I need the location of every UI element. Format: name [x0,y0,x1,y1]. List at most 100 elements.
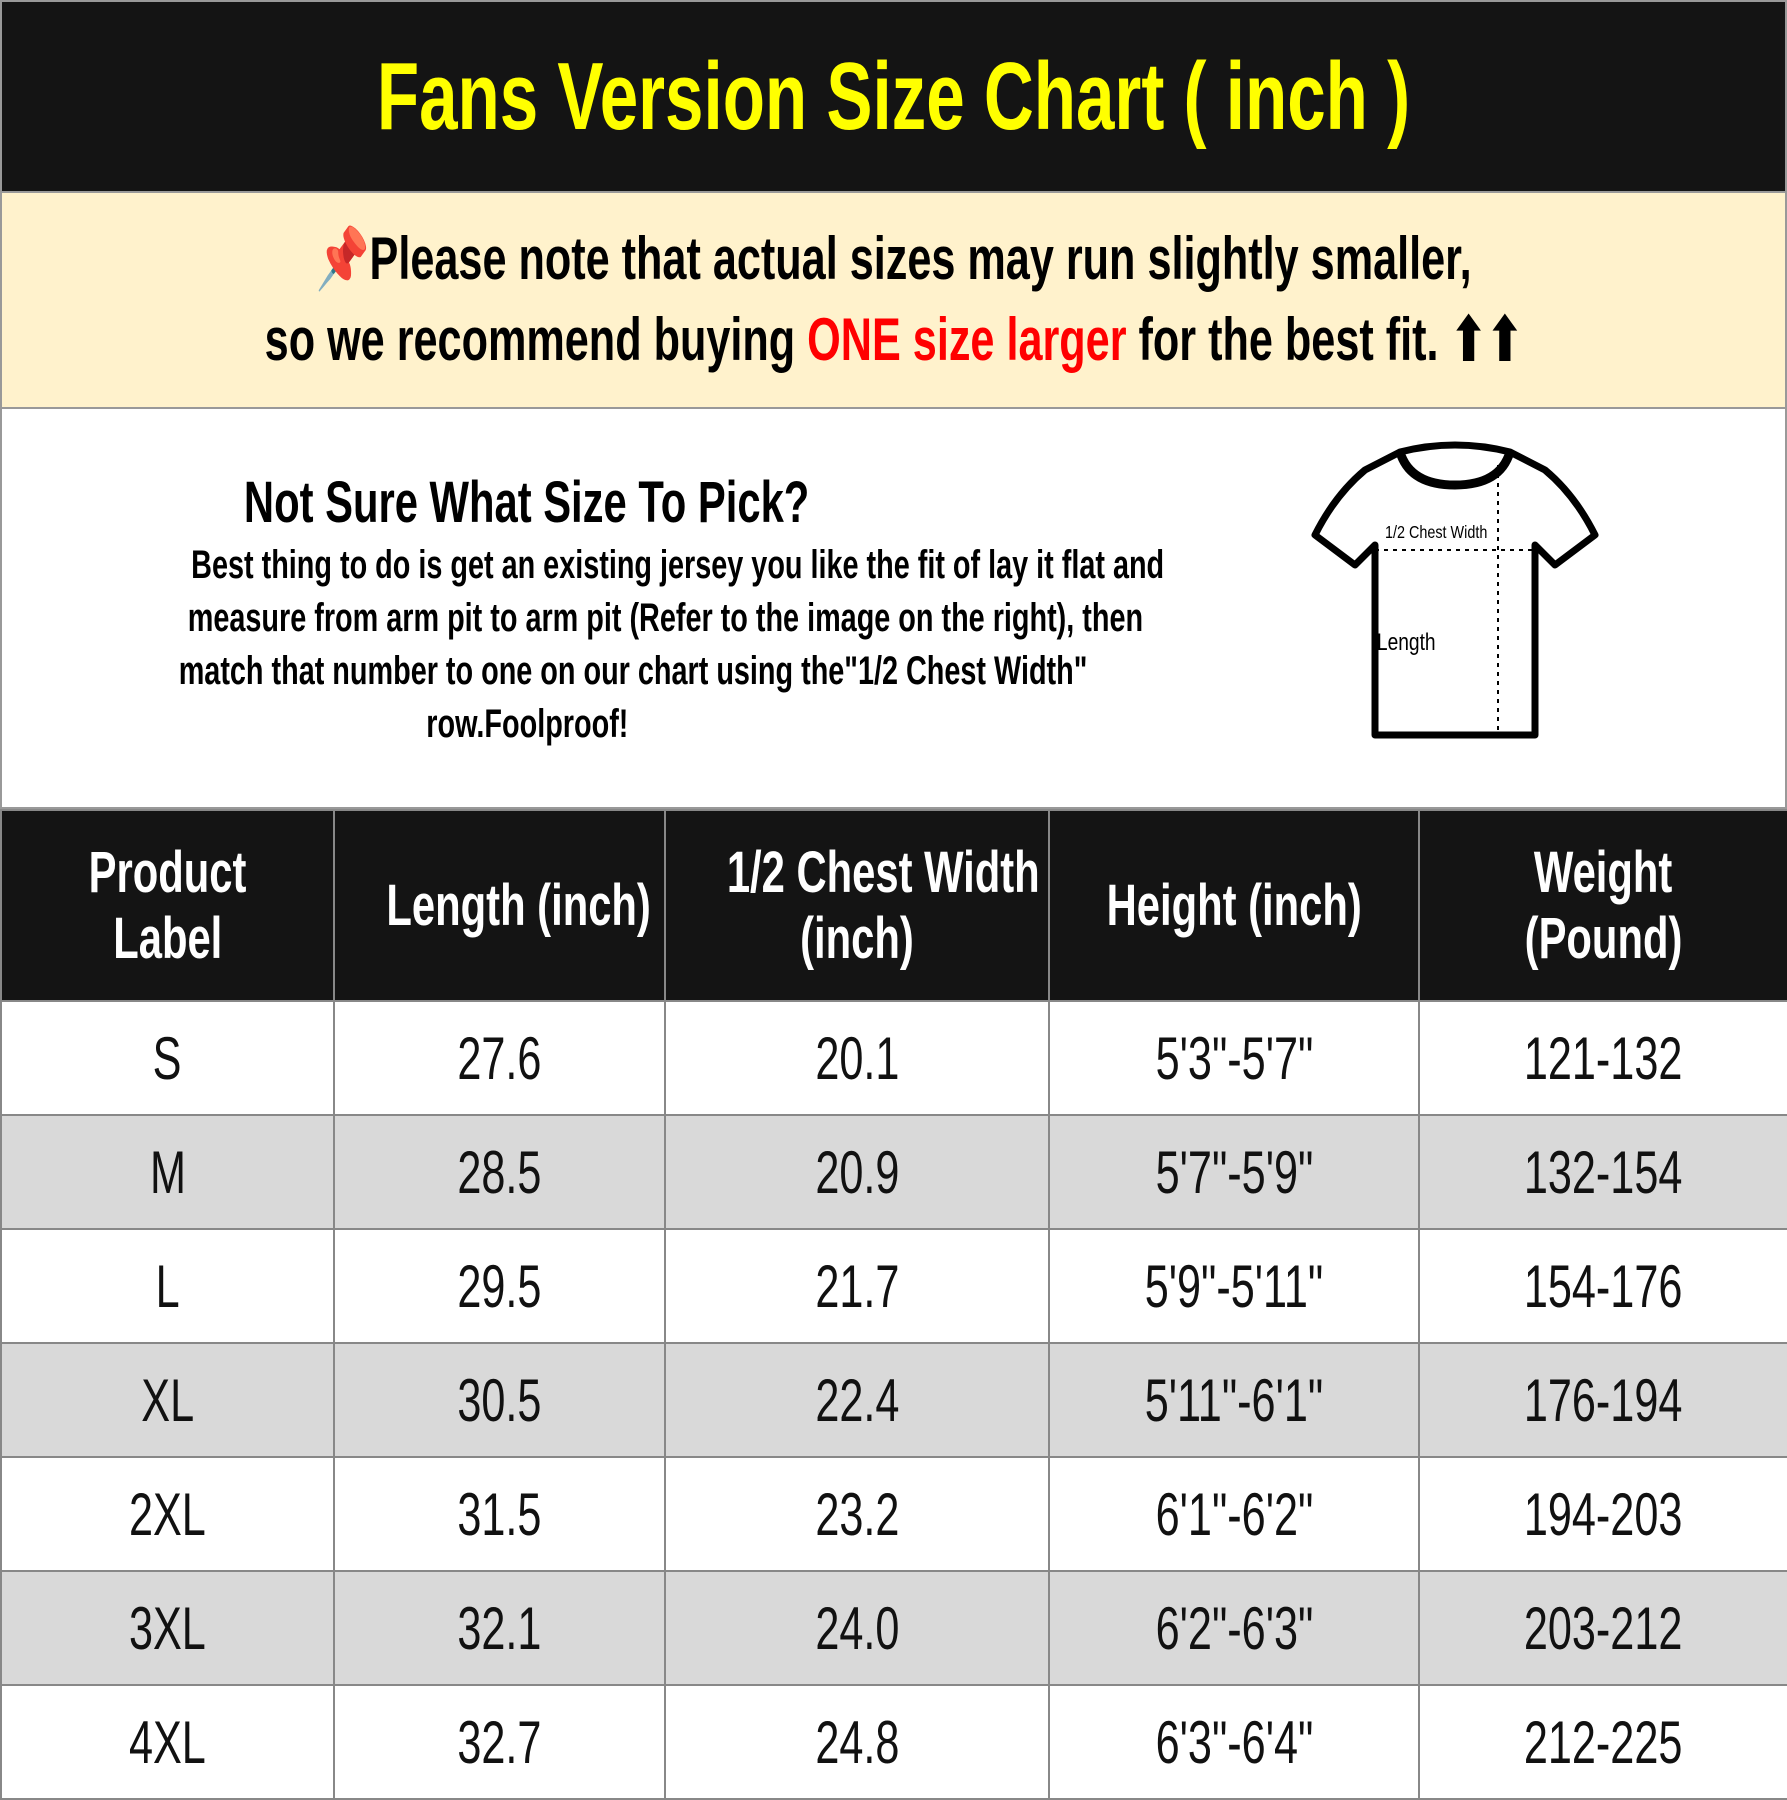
cell-length: 29.5 [333,1228,666,1344]
notice-line-2-pre: so we recommend buying [264,306,807,373]
cell-chest-width: 23.2 [664,1456,1050,1572]
size-table: Product Label Length (inch) 1/2 Chest Width… [0,809,1787,1800]
cell-weight: 194-203 [1418,1456,1787,1572]
table-row: M 28.5 20.9 5'7"-5'9" 132-154 [0,1114,1787,1230]
cell-value: 24.8 [814,1708,900,1776]
cell-value: 32.7 [457,1708,542,1776]
cell-weight: 176-194 [1418,1342,1787,1458]
cell-value: S [153,1024,182,1092]
cell-value: 5'11"-6'1" [1144,1366,1324,1434]
cell-length: 30.5 [333,1342,666,1458]
cell-height: 6'3"-6'4" [1048,1684,1420,1800]
cell-product-label: M [0,1114,335,1230]
cell-value: 203-212 [1524,1594,1683,1662]
cell-length: 32.7 [333,1684,666,1800]
table-row: S 27.6 20.1 5'3"-5'7" 121-132 [0,1000,1787,1116]
cell-height: 5'3"-5'7" [1048,1000,1420,1116]
cell-height: 6'1"-6'2" [1048,1456,1420,1572]
header-text: (inch) [800,905,914,971]
table-row: 3XL 32.1 24.0 6'2"-6'3" 203-212 [0,1570,1787,1686]
cell-chest-width: 20.9 [664,1114,1050,1230]
header-text: Product [88,839,247,905]
cell-value: 31.5 [457,1480,542,1548]
help-line: row.Foolproof! [425,702,629,746]
chest-width-label: 1/2 Chest Width [1385,523,1487,543]
header-text: Height (inch) [1106,872,1362,938]
cell-value: 27.6 [457,1024,542,1092]
cell-chest-width: 24.8 [664,1684,1050,1800]
length-label: Length [1377,628,1436,656]
up-arrows-icon: ⬆⬆ [1450,306,1523,373]
cell-height: 5'7"-5'9" [1048,1114,1420,1230]
cell-chest-width: 22.4 [664,1342,1050,1458]
cell-height: 5'9"-5'11" [1048,1228,1420,1344]
cell-value: 30.5 [457,1366,542,1434]
cell-value: 5'3"-5'7" [1155,1024,1313,1092]
cell-weight: 121-132 [1418,1000,1787,1116]
header-height: Height (inch) [1048,809,1420,1002]
table-row: L 29.5 21.7 5'9"-5'11" 154-176 [0,1228,1787,1344]
cell-product-label: 3XL [0,1570,335,1686]
cell-value: 6'1"-6'2" [1155,1480,1313,1548]
cell-length: 28.5 [333,1114,666,1230]
header-text: 1/2 Chest Width [726,839,1040,905]
cell-chest-width: 21.7 [664,1228,1050,1344]
cell-weight: 154-176 [1418,1228,1787,1344]
cell-length: 27.6 [333,1000,666,1116]
cell-value: 29.5 [457,1252,542,1320]
cell-value: 28.5 [457,1138,542,1206]
cell-value: 22.4 [814,1366,900,1434]
notice-banner: 📌Please note that actual sizes may run s… [0,193,1787,409]
cell-value: 20.1 [814,1024,900,1092]
help-line: measure from arm pit to arm pit (Refer t… [187,596,1144,640]
title-banner: Fans Version Size Chart ( inch ) [0,0,1787,193]
cell-value: M [149,1138,186,1206]
cell-product-label: 2XL [0,1456,335,1572]
cell-value: 21.7 [814,1252,900,1320]
notice-line-1: Please note that actual sizes may run sl… [369,225,1472,292]
cell-value: 2XL [129,1480,206,1548]
table-row: 4XL 32.7 24.8 6'3"-6'4" 212-225 [0,1684,1787,1800]
notice-highlight: ONE size larger [806,306,1127,373]
cell-height: 6'2"-6'3" [1048,1570,1420,1686]
cell-length: 32.1 [333,1570,666,1686]
table-row: XL 30.5 22.4 5'11"-6'1" 176-194 [0,1342,1787,1458]
cell-value: 20.9 [814,1138,900,1206]
cell-value: 194-203 [1524,1480,1683,1548]
cell-product-label: 4XL [0,1684,335,1800]
cell-weight: 203-212 [1418,1570,1787,1686]
cell-value: 121-132 [1524,1024,1683,1092]
cell-product-label: XL [0,1342,335,1458]
header-product-label: Product Label [0,809,335,1002]
pushpin-icon: 📌 [315,225,370,292]
cell-value: 24.0 [814,1594,900,1662]
cell-chest-width: 20.1 [664,1000,1050,1116]
cell-value: 176-194 [1524,1366,1683,1434]
tshirt-diagram-icon: 1/2 Chest Width Length [1311,441,1599,739]
cell-value: 154-176 [1524,1252,1683,1320]
cell-value: 4XL [129,1708,206,1776]
header-chest-width: 1/2 Chest Width (inch) [664,809,1050,1002]
cell-value: 6'2"-6'3" [1155,1594,1313,1662]
cell-weight: 212-225 [1418,1684,1787,1800]
cell-value: 32.1 [457,1594,542,1662]
cell-value: 212-225 [1524,1708,1683,1776]
header-text: Length (inch) [386,872,651,938]
cell-value: L [155,1252,180,1320]
help-line: match that number to one on our chart us… [178,649,1088,693]
header-length: Length (inch) [333,809,666,1002]
header-text: Weight [1534,839,1673,905]
cell-value: 6'3"-6'4" [1155,1708,1313,1776]
cell-product-label: L [0,1228,335,1344]
cell-height: 5'11"-6'1" [1048,1342,1420,1458]
cell-length: 31.5 [333,1456,666,1572]
cell-weight: 132-154 [1418,1114,1787,1230]
cell-value: 23.2 [814,1480,900,1548]
cell-chest-width: 24.0 [664,1570,1050,1686]
notice-line-2-post: for the best fit. [1126,306,1439,373]
cell-product-label: S [0,1000,335,1116]
help-heading: Not Sure What Size To Pick? [244,470,810,535]
page-title: Fans Version Size Chart ( inch ) [376,42,1411,150]
cell-value: 3XL [129,1594,206,1662]
cell-value: XL [141,1366,194,1434]
